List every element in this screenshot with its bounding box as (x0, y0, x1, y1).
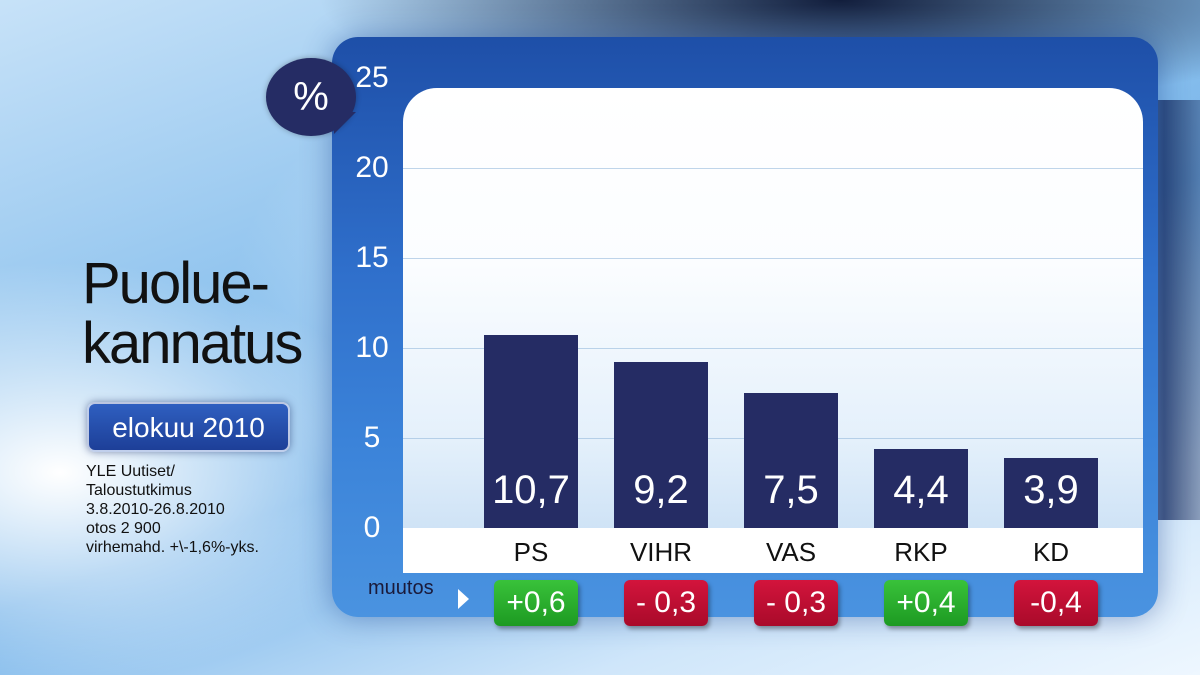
chart-title-line-2: kannatus (82, 311, 303, 376)
bar (874, 448, 968, 528)
category-label: KD (1032, 537, 1070, 567)
change-badge: +0,6 (494, 580, 578, 626)
y-tick-label: 10 (355, 331, 389, 364)
bar-value-label: 10,7 (492, 468, 570, 512)
bar (744, 393, 838, 528)
source-line: 3.8.2010-26.8.2010 (86, 501, 225, 518)
y-tick-label: 15 (355, 241, 389, 274)
source-line: virhemahd. +\-1,6%-yks. (86, 539, 259, 556)
bar-value-label: 7,5 (763, 468, 819, 512)
bar-value-label: 9,2 (633, 468, 689, 512)
y-tick-label: 20 (355, 151, 389, 184)
chart-title: Puolue- kannatus (82, 254, 342, 374)
grid-line (403, 348, 1143, 349)
grid-line (403, 258, 1143, 259)
category-label-strip (403, 528, 1143, 573)
bar (1004, 457, 1098, 528)
category-label: RKP (894, 537, 948, 567)
bar-value-label: 3,9 (1023, 468, 1079, 512)
change-label: muutos (368, 577, 434, 599)
source-note: YLE Uutiset/ Taloustutkimus 3.8.2010-26.… (86, 462, 346, 557)
source-line: YLE Uutiset/ (86, 463, 175, 480)
source-line: otos 2 900 (86, 520, 161, 537)
y-tick-label: 25 (355, 61, 389, 94)
change-badge: - 0,3 (624, 580, 708, 626)
bar (484, 335, 578, 528)
grid-line (403, 168, 1143, 169)
y-tick-label: 0 (363, 511, 381, 544)
change-badge: -0,4 (1014, 580, 1098, 626)
change-badge: +0,4 (884, 580, 968, 626)
bar (614, 362, 708, 528)
category-label: VIHR (629, 537, 693, 567)
chart-title-line-1: Puolue- (82, 251, 270, 316)
unit-bubble-tail (334, 112, 356, 134)
category-label: PS (513, 537, 549, 567)
change-arrow-icon (458, 589, 469, 609)
category-label: VAS (765, 537, 817, 567)
y-tick-label: 5 (363, 421, 381, 454)
date-badge: elokuu 2010 (87, 402, 290, 452)
bar-value-label: 4,4 (893, 468, 949, 512)
change-badge: - 0,3 (754, 580, 838, 626)
source-line: Taloustutkimus (86, 482, 192, 499)
